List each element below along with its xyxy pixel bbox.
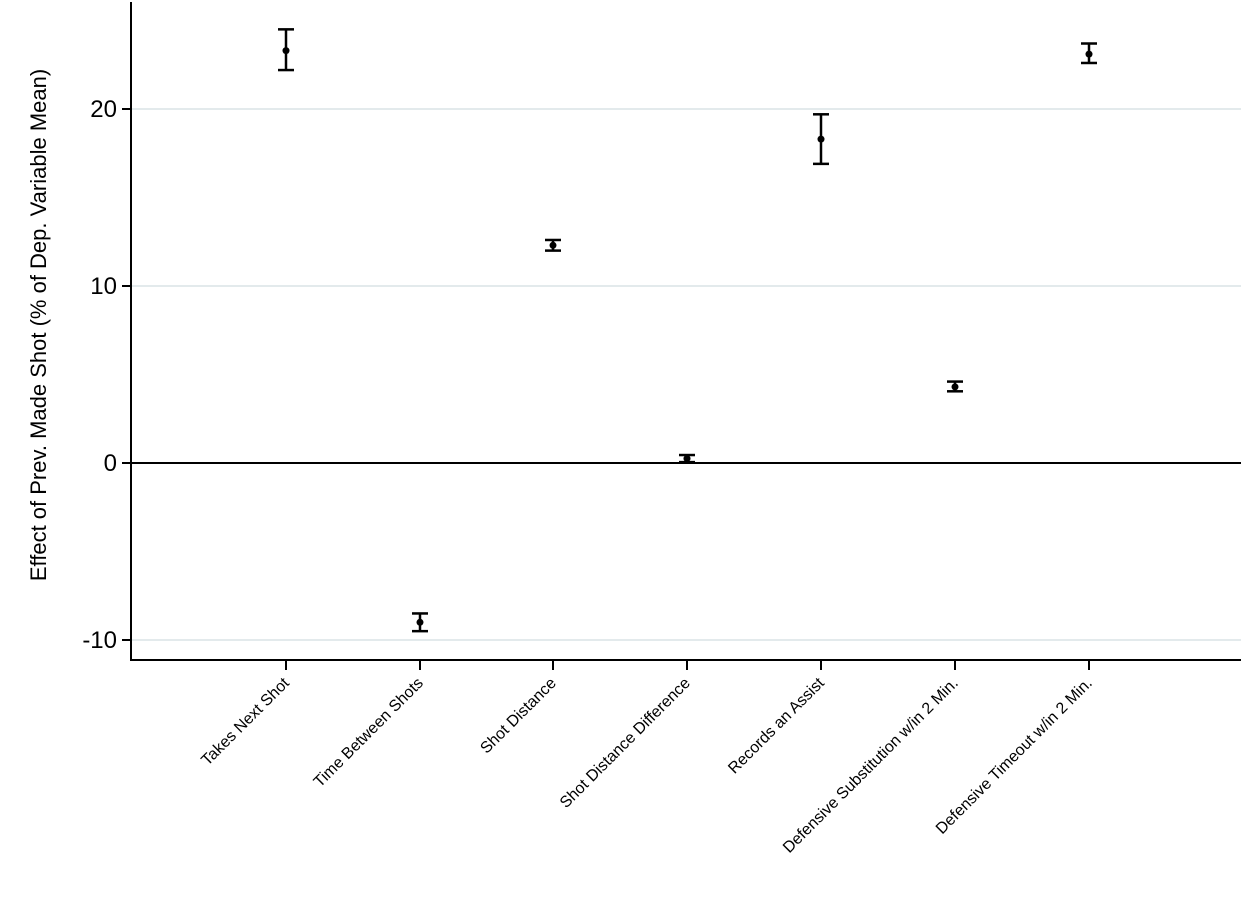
estimate-4	[679, 453, 695, 464]
axes	[130, 2, 1241, 661]
y-tick-label: -10	[82, 627, 117, 654]
x-ticks: Takes Next Shot Time Between Shots Shot Di…	[198, 660, 1096, 857]
gridlines	[131, 108, 1241, 641]
estimate-1	[278, 28, 294, 72]
point-estimate	[817, 135, 825, 143]
point-estimate	[1085, 50, 1093, 58]
y-ticks: -10 0 10 20	[82, 96, 131, 654]
estimates	[278, 28, 1097, 633]
point-estimate	[951, 383, 959, 391]
estimate-5	[813, 113, 829, 166]
estimate-7	[1081, 42, 1097, 65]
estimate-3	[545, 238, 561, 252]
x-tick-label: Time Between Shots	[311, 675, 427, 791]
estimate-2	[412, 612, 428, 633]
x-tick-label: Shot Distance Difference	[557, 675, 694, 812]
point-estimate	[282, 47, 290, 55]
y-axis-title: Effect of Prev. Made Shot (% of Dep. Var…	[26, 69, 51, 581]
x-tick-label: Shot Distance	[477, 675, 560, 758]
y-tick-label: 20	[90, 96, 117, 123]
point-estimate	[549, 241, 557, 249]
point-estimate	[683, 455, 691, 463]
estimate-6	[947, 380, 963, 393]
x-tick-label: Records an Assist	[725, 674, 828, 777]
x-tick-label: Takes Next Shot	[198, 674, 293, 769]
point-estimate	[416, 618, 424, 626]
y-tick-label: 10	[90, 273, 117, 300]
y-tick-label: 0	[104, 450, 117, 477]
x-tick-label: Defensive Timeout w/in 2 Min.	[933, 675, 1096, 838]
